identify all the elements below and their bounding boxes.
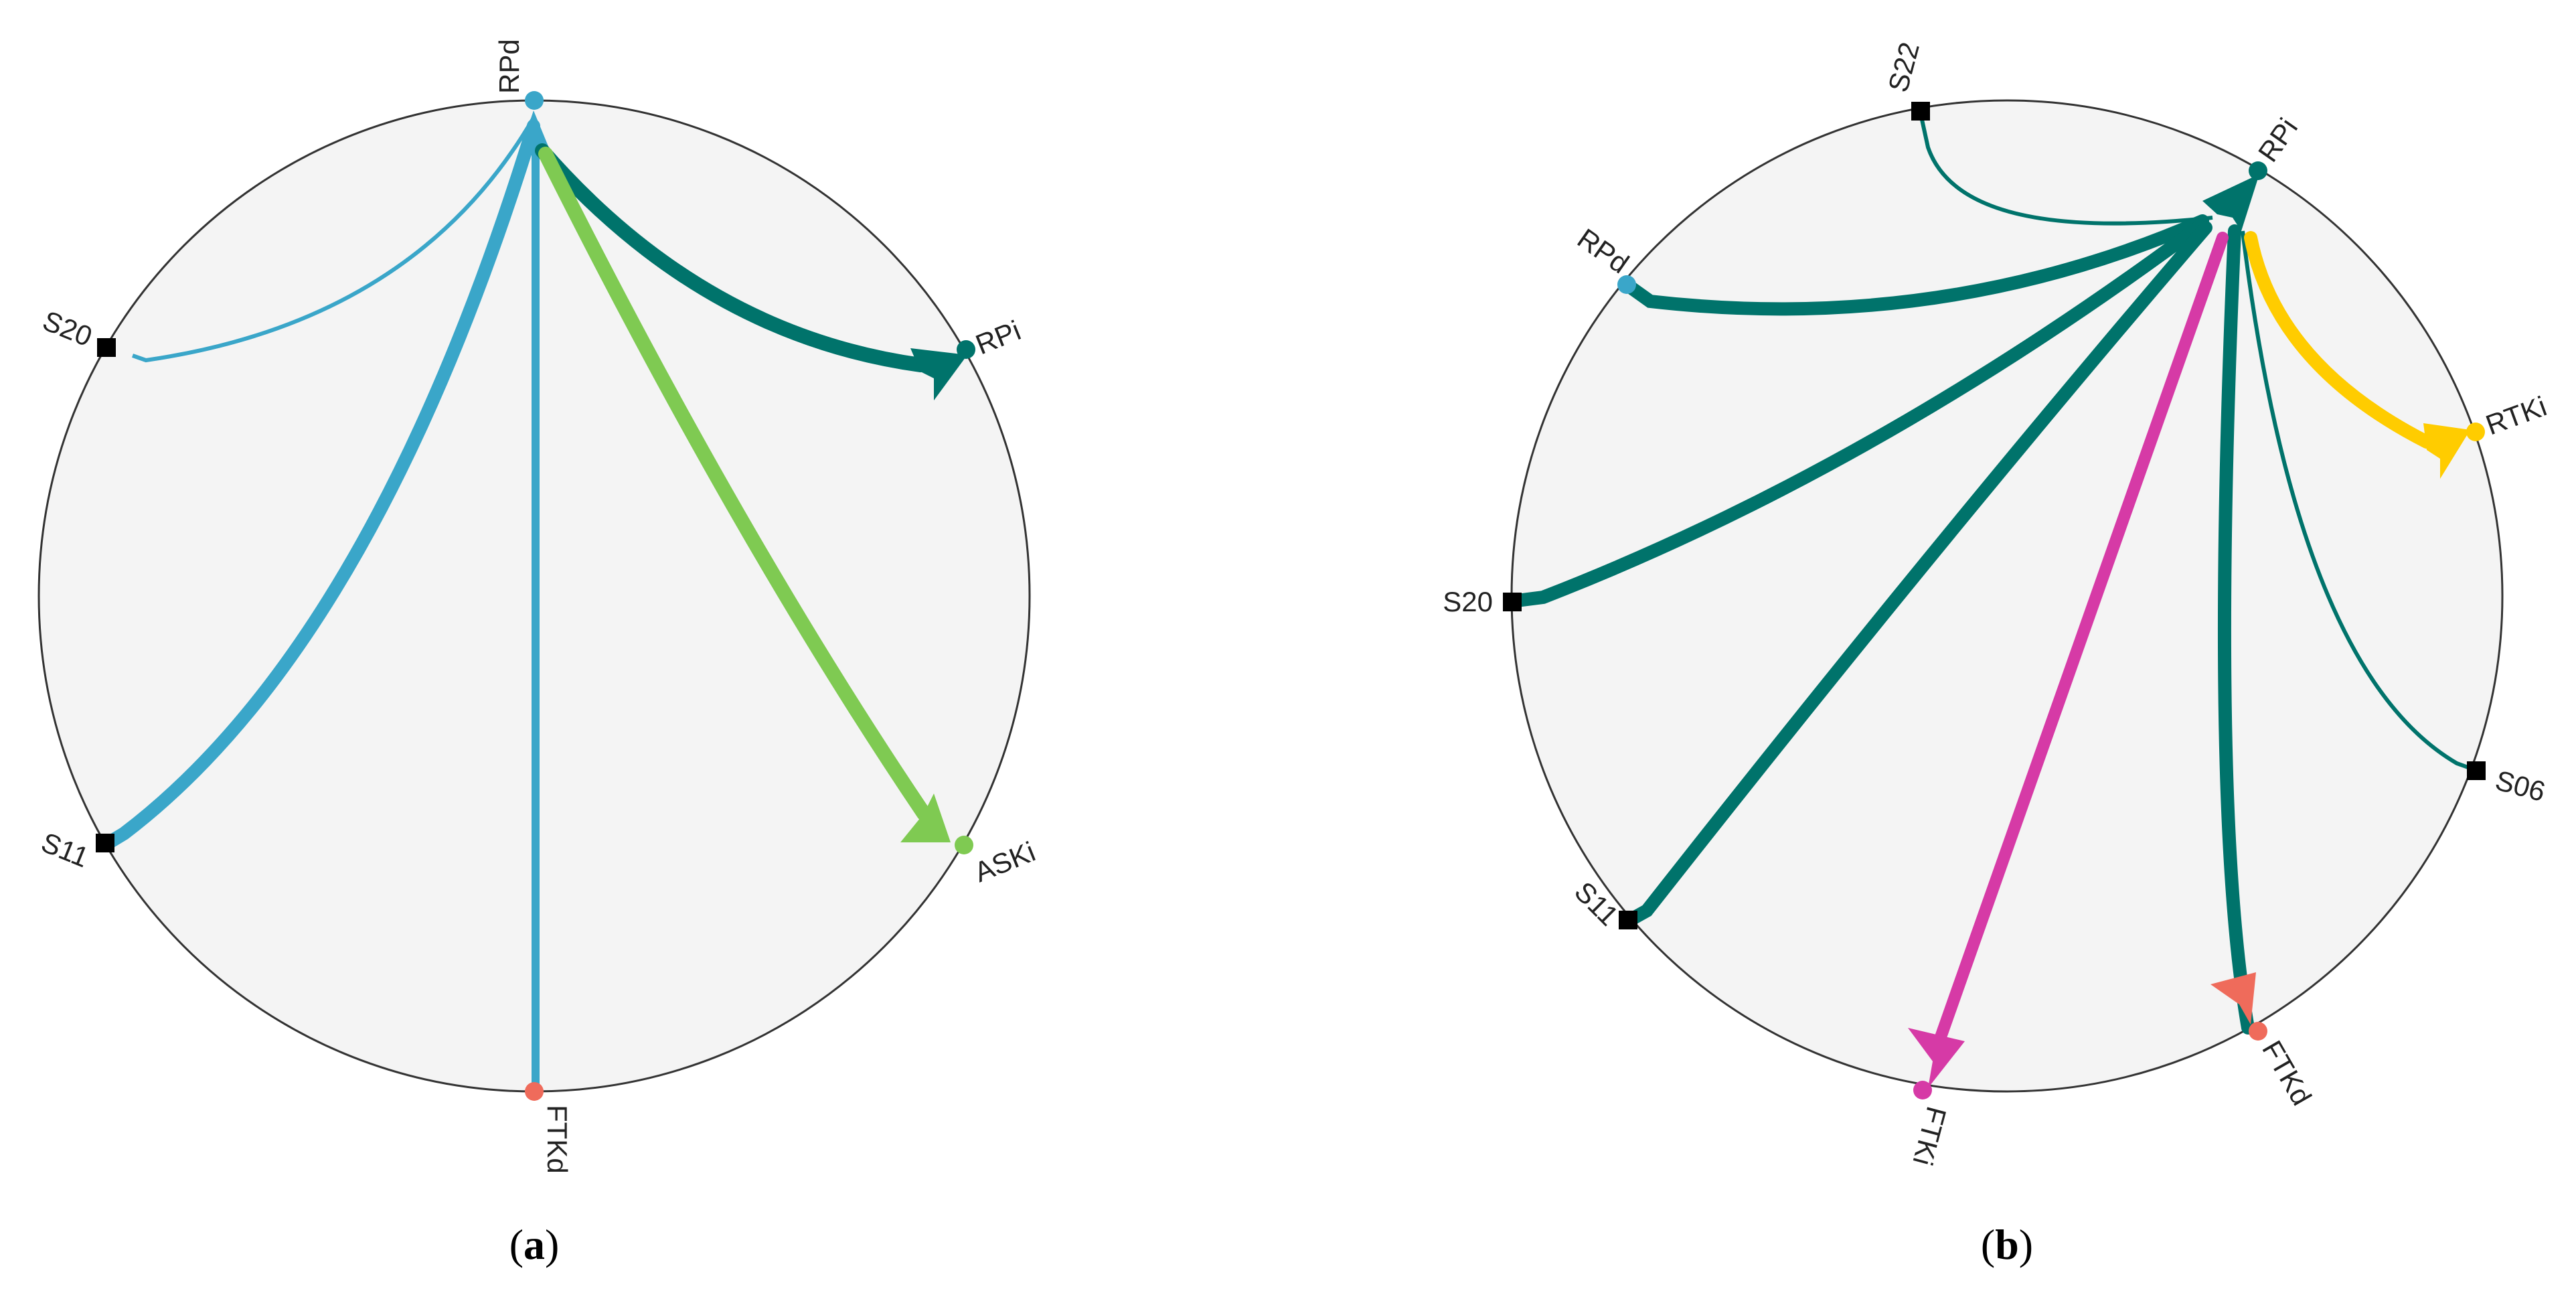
node-a-s20 bbox=[97, 338, 116, 357]
panel-b: S22 RPi RPd RTKi S20 S06 S11 FTKd FTKi (… bbox=[1443, 39, 2551, 1268]
edge-b-rpi-rtki bbox=[2244, 231, 2433, 449]
label-a-s20: S20 bbox=[38, 305, 96, 353]
label-a-s11: S11 bbox=[37, 826, 93, 873]
arrowhead-a-rpi bbox=[910, 348, 967, 400]
arrowhead-b-ftki bbox=[1908, 1028, 1965, 1088]
node-a-s11 bbox=[96, 834, 114, 852]
node-a-rpi bbox=[957, 340, 975, 359]
edge-b-rpd-rpi bbox=[1620, 214, 2209, 316]
node-a-rpd bbox=[525, 91, 544, 110]
edge-a-rpd-aski bbox=[538, 147, 931, 821]
edge-b-s20-rpi bbox=[1505, 218, 2209, 608]
caption-a-letter: a bbox=[524, 1221, 545, 1268]
node-b-ftki bbox=[1913, 1081, 1932, 1099]
label-b-s06: S06 bbox=[2492, 764, 2549, 808]
node-b-s06 bbox=[2467, 761, 2486, 780]
panel-b-circle bbox=[1510, 99, 2504, 1093]
label-b-ftkd: FTKd bbox=[2256, 1035, 2318, 1110]
edge-b-rpi-ftki bbox=[1932, 232, 2229, 1051]
label-a-rpi: RPi bbox=[971, 314, 1025, 360]
edge-b-s11-rpi bbox=[1622, 221, 2212, 927]
label-b-s20: S20 bbox=[1443, 586, 1493, 617]
caption-b-letter: b bbox=[1995, 1221, 2019, 1268]
node-a-aski bbox=[955, 836, 973, 854]
arrowhead-b-rpi bbox=[2202, 174, 2259, 231]
edge-b-s22-rpi bbox=[1918, 110, 2213, 226]
edge-a-rpd-rpi bbox=[535, 143, 928, 372]
label-b-rtki: RTKi bbox=[2482, 390, 2551, 441]
caption-b: (b) bbox=[1981, 1221, 2033, 1268]
node-b-s20 bbox=[1503, 593, 1522, 611]
edge-a-s11-rpd bbox=[100, 119, 540, 850]
label-b-rpd: RPd bbox=[1572, 222, 1635, 279]
label-b-s22: S22 bbox=[1882, 39, 1925, 95]
label-a-rpd: RPd bbox=[493, 39, 525, 94]
edge-a-s20-rpd bbox=[132, 117, 536, 363]
edge-b-s06-rpi bbox=[2241, 230, 2477, 772]
node-b-s22 bbox=[1911, 102, 1930, 121]
arrowhead-b-ftkd bbox=[2210, 972, 2256, 1024]
node-a-ftkd bbox=[525, 1082, 544, 1101]
edge-b-ftkd-rpi bbox=[2217, 224, 2255, 1035]
label-b-ftki: FTKi bbox=[1907, 1104, 1952, 1169]
node-b-rpd bbox=[1617, 275, 1636, 294]
node-b-s11 bbox=[1619, 911, 1637, 929]
node-b-rtki bbox=[2466, 423, 2485, 441]
arrowhead-a-aski bbox=[900, 793, 951, 842]
label-b-rpi: RPi bbox=[2252, 112, 2304, 167]
panel-a: RPd RPi ASKi FTKd S11 S20 (a) bbox=[37, 39, 1040, 1268]
arrowhead-b-rtki bbox=[2423, 423, 2470, 479]
node-b-rpi bbox=[2249, 161, 2267, 180]
caption-a: (a) bbox=[509, 1221, 560, 1268]
label-a-aski: ASKi bbox=[970, 836, 1040, 889]
node-b-ftkd bbox=[2249, 1022, 2267, 1041]
label-a-ftkd: FTKd bbox=[542, 1105, 573, 1174]
